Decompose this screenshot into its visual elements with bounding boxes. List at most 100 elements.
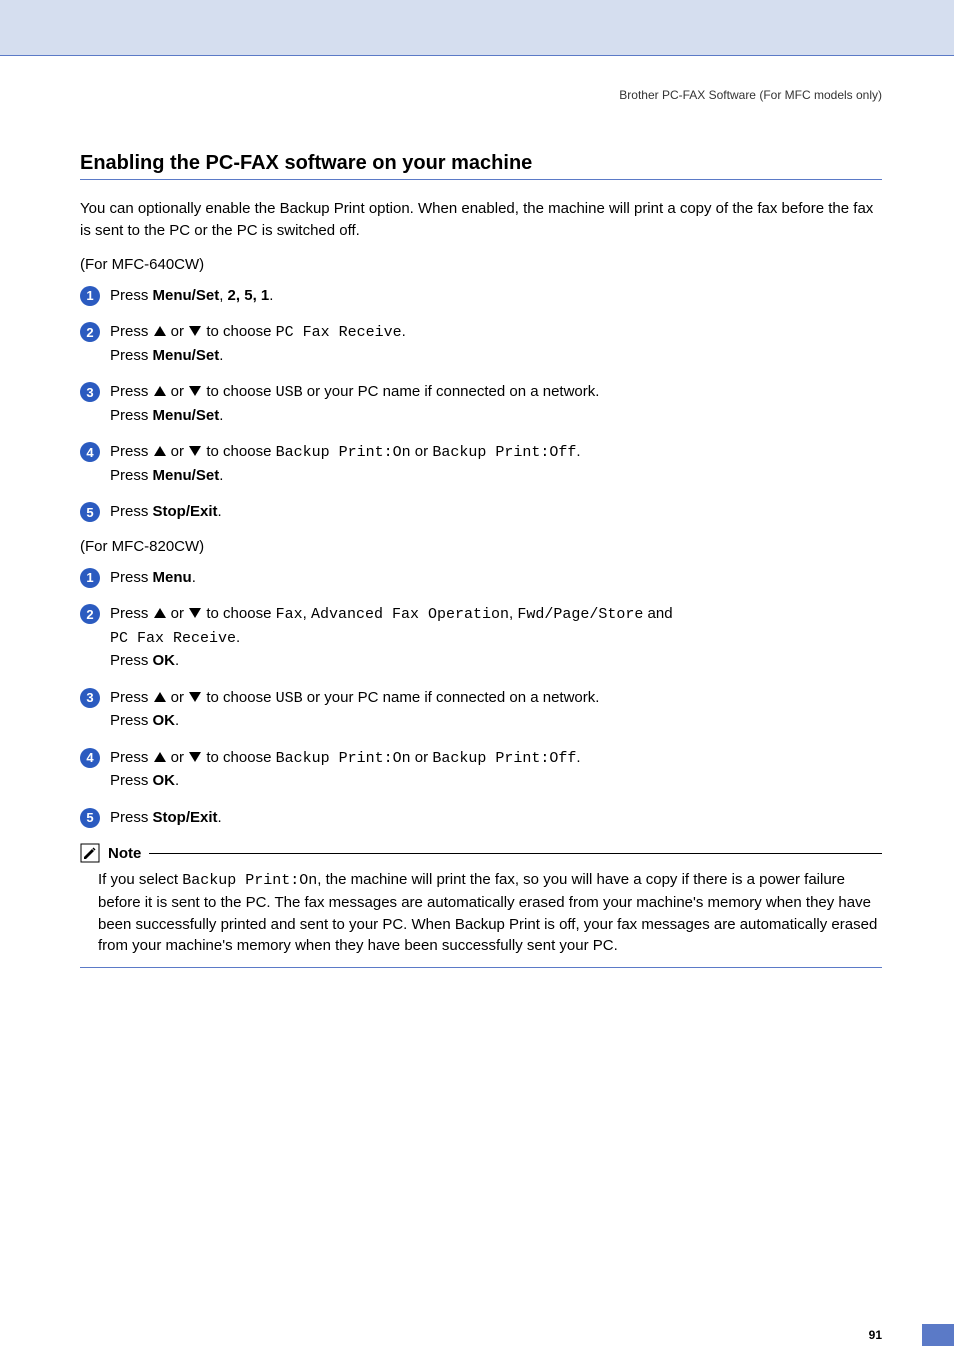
text: . xyxy=(402,323,406,340)
text: . xyxy=(175,772,179,789)
note-header: Note xyxy=(80,843,882,863)
arrow-down-icon xyxy=(189,608,201,618)
arrow-up-icon xyxy=(154,446,166,456)
text: Press xyxy=(110,503,153,520)
text: or xyxy=(167,749,189,766)
note-label: Note xyxy=(108,845,141,862)
step-body: Press or to choose USB or your PC name i… xyxy=(110,381,599,427)
step-body: Press Stop/Exit. xyxy=(110,807,222,830)
arrow-down-icon xyxy=(189,692,201,702)
text: . xyxy=(576,443,580,460)
arrow-up-icon xyxy=(154,386,166,396)
text: Press xyxy=(110,323,153,340)
step-a5: 5 Press Stop/Exit. xyxy=(80,501,882,524)
text: . xyxy=(219,347,223,364)
text: . xyxy=(175,712,179,729)
step-b1: 1 Press Menu. xyxy=(80,567,882,590)
step-a2: 2 Press or to choose PC Fax Receive. Pre… xyxy=(80,321,882,367)
text: . xyxy=(236,629,240,646)
option: Advanced Fax Operation xyxy=(311,606,509,623)
text: or your PC name if connected on a networ… xyxy=(303,383,600,400)
text: Press xyxy=(110,407,153,424)
text: . xyxy=(175,652,179,669)
arrow-down-icon xyxy=(189,752,201,762)
text: to choose xyxy=(202,749,275,766)
cmd: Stop/Exit xyxy=(153,809,218,826)
arrow-up-icon xyxy=(154,692,166,702)
step-body: Press Menu. xyxy=(110,567,196,590)
text: . xyxy=(219,467,223,484)
cmd: Stop/Exit xyxy=(153,503,218,520)
arrow-down-icon xyxy=(189,326,201,336)
option: Backup Print:On xyxy=(276,750,411,767)
top-banner xyxy=(0,0,954,56)
step-body: Press or to choose USB or your PC name i… xyxy=(110,687,599,733)
text: , xyxy=(303,605,311,622)
step-body: Press Menu/Set, 2, 5, 1. xyxy=(110,285,273,308)
keys: 2, 5, 1 xyxy=(228,287,270,304)
option: Backup Print:On xyxy=(276,444,411,461)
option: PC Fax Receive xyxy=(276,324,402,341)
step-marker: 1 xyxy=(80,286,100,306)
intro-paragraph: You can optionally enable the Backup Pri… xyxy=(80,198,882,242)
step-marker: 4 xyxy=(80,442,100,462)
step-marker: 1 xyxy=(80,568,100,588)
footer-tab xyxy=(922,1324,954,1346)
text: to choose xyxy=(202,383,275,400)
option: USB xyxy=(276,690,303,707)
text: . xyxy=(576,749,580,766)
arrow-down-icon xyxy=(189,386,201,396)
step-marker: 3 xyxy=(80,688,100,708)
steps-list-a: 1 Press Menu/Set, 2, 5, 1. 2 Press or to… xyxy=(80,285,882,524)
text: Press xyxy=(110,772,153,789)
text: or xyxy=(167,323,189,340)
cmd: OK xyxy=(153,652,176,669)
step-marker: 2 xyxy=(80,322,100,342)
option: USB xyxy=(276,384,303,401)
cmd: Menu/Set xyxy=(153,287,220,304)
text: or xyxy=(167,383,189,400)
cmd: OK xyxy=(153,712,176,729)
note-body: If you select Backup Print:On, the machi… xyxy=(80,863,882,968)
text: Press xyxy=(110,605,153,622)
step-a1: 1 Press Menu/Set, 2, 5, 1. xyxy=(80,285,882,308)
cmd: Menu xyxy=(153,569,192,586)
step-body: Press or to choose PC Fax Receive. Press… xyxy=(110,321,406,367)
text: Press xyxy=(110,749,153,766)
model-a-label: (For MFC-640CW) xyxy=(80,256,882,273)
text: . xyxy=(218,503,222,520)
text: or xyxy=(167,689,189,706)
option: PC Fax Receive xyxy=(110,630,236,647)
cmd: Menu/Set xyxy=(153,347,220,364)
step-b2: 2 Press or to choose Fax, Advanced Fax O… xyxy=(80,603,882,673)
page-content: Brother PC-FAX Software (For MFC models … xyxy=(0,56,954,1008)
step-body: Press or to choose Fax, Advanced Fax Ope… xyxy=(110,603,673,673)
page-footer: 91 xyxy=(0,1328,954,1342)
step-b4: 4 Press or to choose Backup Print:On or … xyxy=(80,747,882,793)
step-marker: 5 xyxy=(80,502,100,522)
model-b-label: (For MFC-820CW) xyxy=(80,538,882,555)
text: . xyxy=(269,287,273,304)
text: Press xyxy=(110,712,153,729)
step-a3: 3 Press or to choose USB or your PC name… xyxy=(80,381,882,427)
text: or xyxy=(411,443,433,460)
step-a4: 4 Press or to choose Backup Print:On or … xyxy=(80,441,882,487)
text: Press xyxy=(110,467,153,484)
section-title: Enabling the PC-FAX software on your mac… xyxy=(80,152,882,175)
text: to choose xyxy=(202,323,275,340)
step-body: Press or to choose Backup Print:On or Ba… xyxy=(110,441,581,487)
step-body: Press Stop/Exit. xyxy=(110,501,222,524)
text: Press xyxy=(110,287,153,304)
text: . xyxy=(219,407,223,424)
text: or xyxy=(411,749,433,766)
arrow-up-icon xyxy=(154,608,166,618)
note-pencil-icon xyxy=(80,843,100,863)
note-block: Note If you select Backup Print:On, the … xyxy=(80,843,882,968)
title-underline xyxy=(80,179,882,180)
option: Backup Print:Off xyxy=(432,750,576,767)
arrow-up-icon xyxy=(154,752,166,762)
text: Press xyxy=(110,347,153,364)
arrow-down-icon xyxy=(189,446,201,456)
text: . xyxy=(192,569,196,586)
option: Fwd/Page/Store xyxy=(517,606,643,623)
